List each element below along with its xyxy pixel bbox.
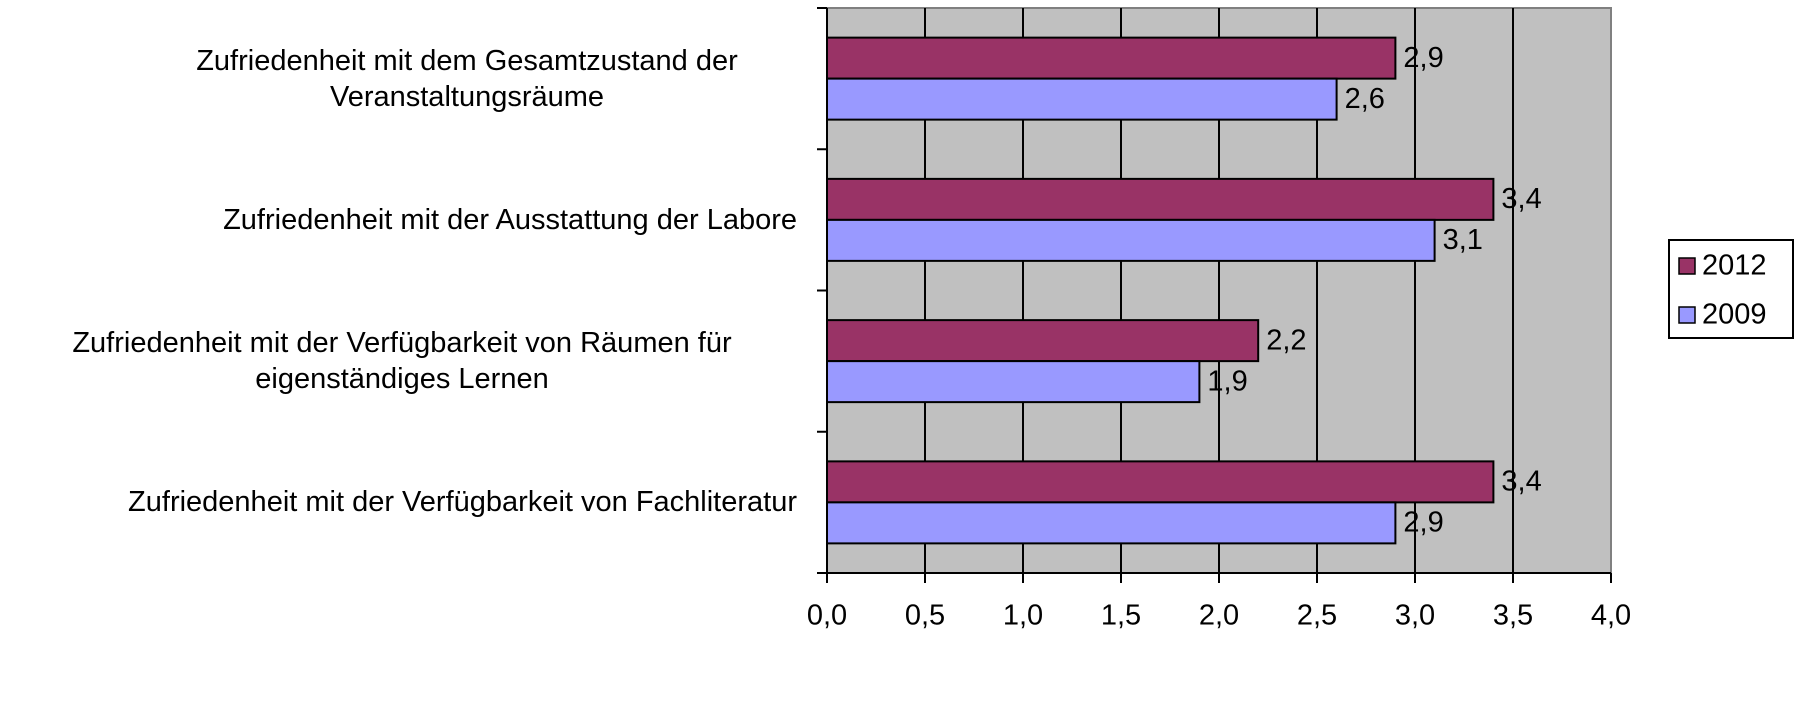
x-tick-label: 0,0 (807, 600, 847, 632)
x-tick-label: 3,5 (1493, 600, 1533, 632)
data-label: 3,1 (1443, 224, 1483, 256)
bar (826, 36, 1397, 80)
y-tick-label: Zufriedenheit mit der Verfügbarkeit von … (72, 327, 732, 396)
bar (826, 460, 1495, 504)
x-tick-label: 0,5 (905, 600, 945, 632)
x-tick-label: 1,0 (1003, 600, 1043, 632)
data-label: 2,6 (1345, 83, 1385, 115)
data-label: 1,9 (1207, 365, 1247, 397)
legend-swatch (1678, 306, 1696, 324)
data-label: 2,9 (1403, 42, 1443, 74)
legend-label: 2012 (1702, 250, 1767, 282)
data-label: 2,2 (1266, 324, 1306, 356)
data-label: 2,9 (1403, 507, 1443, 539)
data-label: 3,4 (1501, 183, 1541, 215)
legend-label: 2009 (1702, 299, 1767, 331)
y-tick-label: Zufriedenheit mit der Ausstattung der La… (223, 203, 797, 236)
bar (826, 177, 1495, 221)
bar (826, 77, 1338, 121)
x-tick-label: 2,0 (1199, 600, 1239, 632)
x-tick-label: 2,5 (1297, 600, 1337, 632)
bar (826, 360, 1201, 404)
bar (826, 319, 1260, 363)
bar (826, 501, 1397, 545)
y-tick-label: Zufriedenheit mit der Verfügbarkeit von … (128, 486, 797, 519)
y-tick-label: Zufriedenheit mit dem Gesamtzustand der … (196, 44, 738, 113)
x-tick-label: 3,0 (1395, 600, 1435, 632)
bar (826, 218, 1436, 262)
data-label: 3,4 (1501, 466, 1541, 498)
legend-swatch (1678, 257, 1696, 275)
x-tick-label: 1,5 (1101, 600, 1141, 632)
x-tick-label: 4,0 (1591, 600, 1631, 632)
